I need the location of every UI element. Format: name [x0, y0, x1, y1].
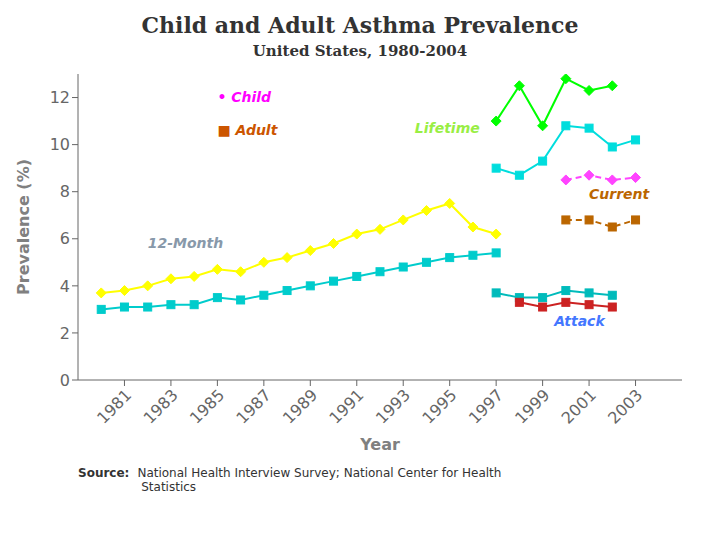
svg-text:2001: 2001 — [558, 385, 600, 427]
svg-text:12: 12 — [50, 88, 70, 107]
svg-text:Lifetime: Lifetime — [415, 120, 480, 136]
svg-text:4: 4 — [60, 277, 70, 296]
svg-text:■ Adult: ■ Adult — [217, 122, 278, 138]
html-text:United States, 1980-2004: United States, 1980-2004 — [252, 42, 468, 60]
svg-text:1985: 1985 — [186, 385, 228, 427]
html-text:National Health Interview Surv: National Health Interview Survey; Nation… — [137, 466, 502, 494]
svg-text:10: 10 — [50, 135, 70, 154]
html-text:Source:: Source: — [78, 466, 130, 480]
svg-text:Prevalence (%): Prevalence (%) — [14, 159, 33, 295]
svg-text:• Child: • Child — [217, 89, 272, 105]
svg-text:1991: 1991 — [325, 385, 367, 427]
svg-text:0: 0 — [60, 371, 70, 390]
svg-text:2: 2 — [60, 324, 70, 343]
svg-text:1981: 1981 — [93, 385, 135, 427]
svg-text:Year: Year — [359, 435, 400, 454]
svg-text:1989: 1989 — [279, 385, 321, 427]
svg-text:1987: 1987 — [232, 385, 274, 427]
svg-text:1999: 1999 — [511, 385, 553, 427]
svg-text:1997: 1997 — [465, 385, 507, 427]
html-text:Child and Adult Asthma Prevale: Child and Adult Asthma Prevalence — [141, 12, 579, 38]
svg-text:1995: 1995 — [418, 385, 460, 427]
svg-text:8: 8 — [60, 182, 70, 201]
svg-text:Current: Current — [589, 186, 651, 202]
svg-text:12-Month: 12-Month — [148, 235, 224, 251]
svg-text:1983: 1983 — [140, 385, 182, 427]
svg-text:1993: 1993 — [372, 385, 414, 427]
svg-text:2003: 2003 — [604, 385, 646, 427]
svg-text:6: 6 — [60, 229, 70, 248]
svg-text:Attack: Attack — [553, 313, 606, 329]
